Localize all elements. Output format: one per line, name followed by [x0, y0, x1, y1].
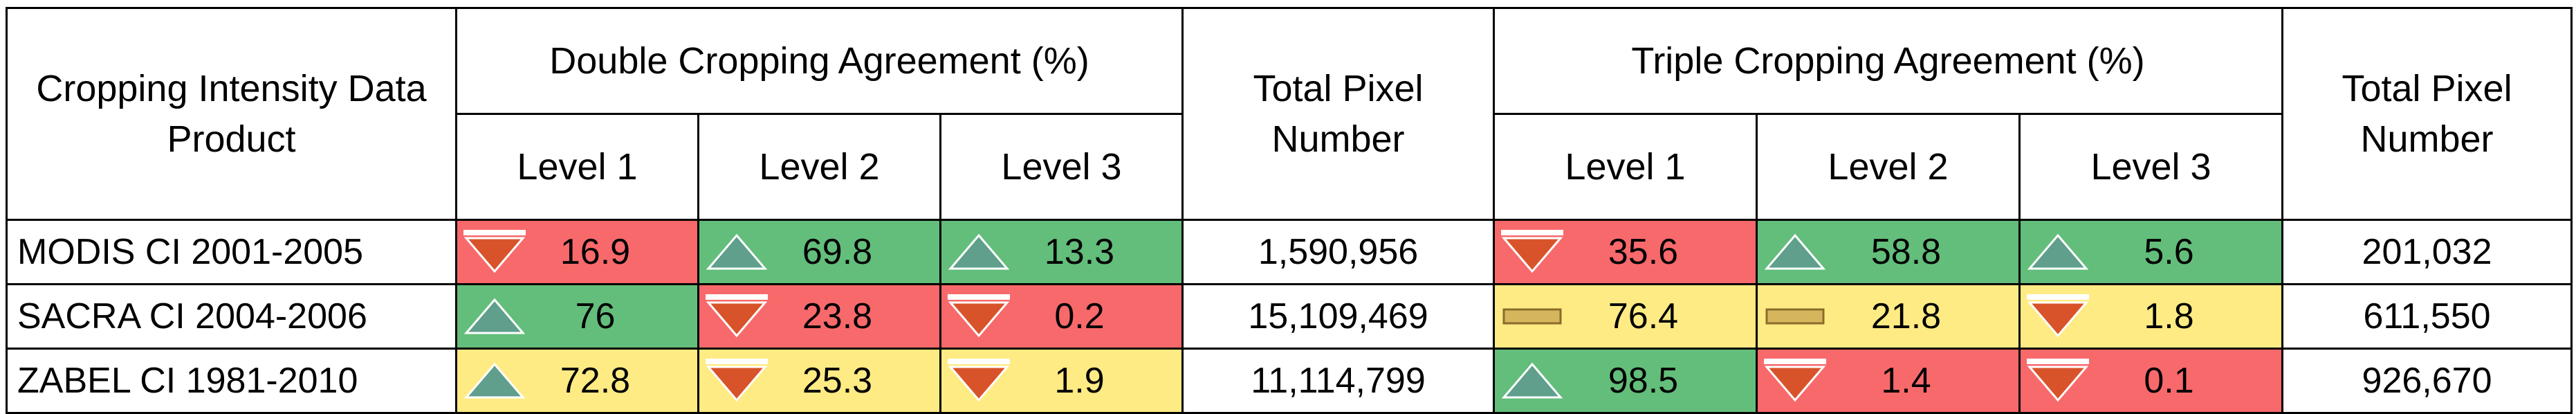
triple-level-1-cell: 98.5 — [1493, 348, 1758, 414]
table-row: MODIS CI 2001-2005 16.9 69.8 13.3 1,590,956 3… — [6, 219, 2573, 285]
double-level-3-cell: 13.3 — [939, 219, 1184, 285]
agreement-value: 13.3 — [1044, 232, 1115, 272]
agreement-value: 0.2 — [1054, 296, 1105, 336]
double-level-1-cell: 76 — [455, 283, 699, 350]
double-total-pixel-number: 1,590,956 — [1181, 219, 1495, 285]
up-arrow-icon — [1499, 357, 1565, 405]
header-triple-total: Total Pixel Number — [2281, 7, 2573, 221]
up-arrow-icon — [2025, 228, 2091, 276]
triple-level-3-cell: 1.8 — [2018, 283, 2284, 350]
double-level-1-cell: 72.8 — [455, 348, 699, 414]
triple-total-pixel-number: 926,670 — [2281, 348, 2573, 414]
agreement-value: 23.8 — [802, 296, 873, 336]
agreement-value: 0.1 — [2144, 361, 2194, 401]
down-arrow-icon — [461, 228, 528, 276]
cropping-agreement-table: Cropping Intensity Data Product Double C… — [6, 7, 2573, 414]
agreement-value: 21.8 — [1870, 296, 1942, 336]
down-arrow-icon — [703, 357, 770, 405]
agreement-value: 72.8 — [560, 361, 631, 401]
header-triple-level-2: Level 2 — [1756, 113, 2021, 221]
row-product-name: ZABEL CI 1981-2010 — [6, 348, 457, 414]
header-double-agreement: Double Cropping Agreement (%) — [455, 7, 1184, 115]
agreement-value: 1.4 — [1881, 361, 1931, 401]
down-arrow-icon — [2025, 357, 2091, 405]
row-product-name: MODIS CI 2001-2005 — [6, 219, 457, 285]
down-arrow-icon — [1499, 228, 1565, 276]
double-level-1-cell: 16.9 — [455, 219, 699, 285]
down-arrow-icon — [946, 292, 1012, 341]
agreement-value: 25.3 — [802, 361, 873, 401]
agreement-value: 76 — [575, 296, 616, 336]
down-arrow-icon — [1762, 357, 1828, 405]
up-arrow-icon — [461, 357, 528, 405]
agreement-value: 1.8 — [2144, 296, 2194, 336]
double-level-2-cell: 69.8 — [697, 219, 941, 285]
double-total-pixel-number: 11,114,799 — [1181, 348, 1495, 414]
flat-bar-icon — [1499, 292, 1565, 341]
header-triple-agreement: Triple Cropping Agreement (%) — [1492, 7, 2284, 115]
table-row: SACRA CI 2004-2006 76 23.8 0.2 15,109,469 76.… — [6, 283, 2573, 350]
double-level-3-cell: 0.2 — [939, 283, 1184, 350]
triple-total-pixel-number: 611,550 — [2281, 283, 2573, 350]
triple-total-pixel-number: 201,032 — [2281, 219, 2573, 285]
header-triple-level-1: Level 1 — [1493, 113, 1758, 221]
down-arrow-icon — [946, 357, 1012, 405]
down-arrow-icon — [703, 292, 770, 341]
agreement-value: 5.6 — [2144, 232, 2194, 272]
header-double-level-1: Level 1 — [455, 113, 699, 221]
double-total-pixel-number: 15,109,469 — [1181, 283, 1495, 350]
agreement-value: 76.4 — [1608, 296, 1679, 336]
double-level-2-cell: 25.3 — [697, 348, 941, 414]
up-arrow-icon — [461, 292, 528, 341]
triple-level-2-cell: 1.4 — [1756, 348, 2021, 414]
triple-level-2-cell: 21.8 — [1756, 283, 2021, 350]
double-level-2-cell: 23.8 — [697, 283, 941, 350]
agreement-value: 69.8 — [802, 232, 873, 272]
up-arrow-icon — [946, 228, 1012, 276]
triple-level-1-cell: 76.4 — [1493, 283, 1758, 350]
agreement-value: 98.5 — [1608, 361, 1679, 401]
agreement-value: 16.9 — [560, 232, 631, 272]
header-double-total: Total Pixel Number — [1181, 7, 1495, 221]
table-row: ZABEL CI 1981-2010 72.8 25.3 1.9 11,114,799 9… — [6, 348, 2573, 414]
triple-level-3-cell: 0.1 — [2018, 348, 2284, 414]
triple-level-3-cell: 5.6 — [2018, 219, 2284, 285]
header-double-level-2: Level 2 — [697, 113, 941, 221]
down-arrow-icon — [2025, 292, 2091, 341]
triple-level-1-cell: 35.6 — [1493, 219, 1758, 285]
agreement-value: 1.9 — [1054, 361, 1105, 401]
up-arrow-icon — [703, 228, 770, 276]
triple-level-2-cell: 58.8 — [1756, 219, 2021, 285]
row-product-name: SACRA CI 2004-2006 — [6, 283, 457, 350]
agreement-value: 35.6 — [1608, 232, 1679, 272]
header-double-level-3: Level 3 — [939, 113, 1184, 221]
header-triple-level-3: Level 3 — [2018, 113, 2284, 221]
flat-bar-icon — [1762, 292, 1828, 341]
header-product: Cropping Intensity Data Product — [6, 7, 457, 221]
table-container: Cropping Intensity Data Product Double C… — [6, 7, 2573, 414]
up-arrow-icon — [1762, 228, 1828, 276]
double-level-3-cell: 1.9 — [939, 348, 1184, 414]
agreement-value: 58.8 — [1870, 232, 1942, 272]
